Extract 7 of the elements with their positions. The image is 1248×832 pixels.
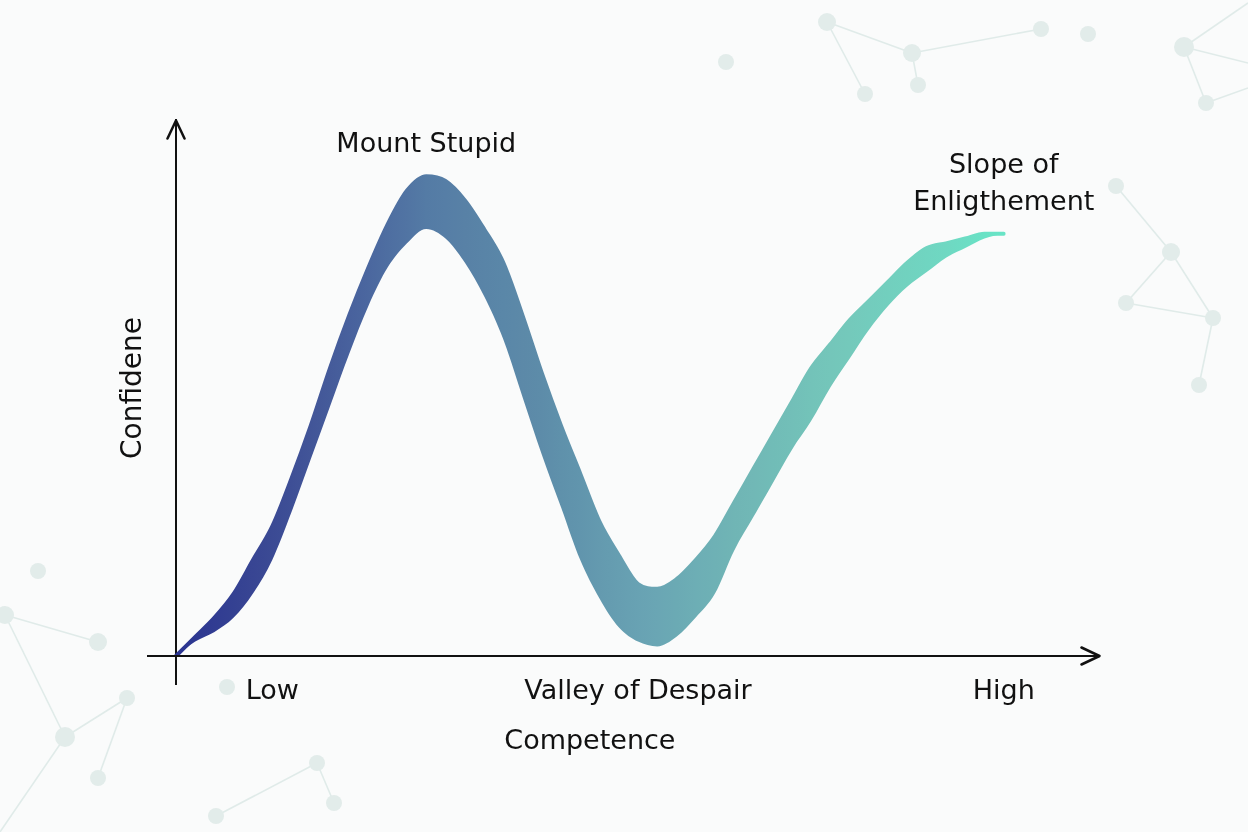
- y-axis-title: Confidene: [115, 316, 149, 460]
- x-tick-label: Valley of Despair: [524, 674, 753, 706]
- x-tick-label: High: [972, 674, 1035, 706]
- x-tick-label: Low: [245, 674, 299, 706]
- annotation: Slope of Enligthement: [913, 147, 1095, 216]
- x-axis-title: Competence: [504, 723, 676, 755]
- annotation: Mount Stupid: [336, 127, 517, 159]
